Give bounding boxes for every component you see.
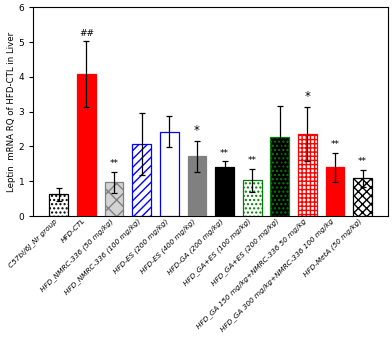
Text: **: ** [330, 140, 339, 149]
Bar [243, 180, 261, 216]
Text: ##: ## [79, 29, 94, 38]
Text: **: ** [248, 156, 257, 165]
Text: **: ** [109, 159, 118, 168]
Bar [326, 167, 344, 216]
Text: **: ** [220, 149, 229, 158]
Bar [49, 194, 68, 216]
Text: *: * [194, 124, 200, 137]
Bar [105, 182, 123, 216]
Y-axis label: Leptin  mRNA RQ of HFD-CTL in Liver: Leptin mRNA RQ of HFD-CTL in Liver [7, 32, 16, 192]
Bar [132, 144, 151, 216]
Bar [270, 137, 289, 216]
Bar [215, 167, 234, 216]
Bar [187, 156, 206, 216]
Bar [298, 134, 317, 216]
Bar [160, 131, 179, 216]
Text: **: ** [358, 157, 367, 166]
Bar [353, 179, 372, 216]
Bar [77, 74, 96, 216]
Text: *: * [305, 90, 310, 103]
